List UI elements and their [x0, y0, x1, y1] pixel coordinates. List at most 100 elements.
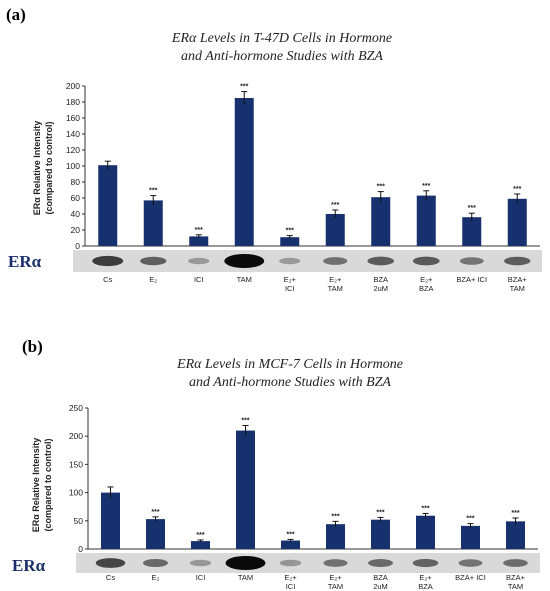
- panel-a-western-blot: [73, 250, 542, 272]
- category-label: BZA+ ICI: [455, 573, 486, 582]
- blot-band: [188, 257, 210, 265]
- blot-band: [92, 255, 124, 267]
- panel-b-chart: 0 50 100 150 200 250 Cs *** E₂ *** ICI *** TAM *** E₂+…: [69, 403, 538, 591]
- significance-marker: ***: [511, 510, 519, 517]
- blot-band: [367, 256, 395, 266]
- significance-marker: ***: [466, 516, 474, 523]
- category-label: E₂+: [419, 573, 432, 582]
- blot-band: [142, 558, 169, 568]
- category-label: E₂+: [284, 573, 297, 582]
- panel-a-title-line2: and Anti-hormone Studies with BZA: [181, 49, 383, 64]
- significance-marker: ***: [240, 84, 248, 91]
- bar-a-7: [416, 195, 436, 246]
- y-tick-label: 200: [66, 81, 80, 91]
- category-label: E₂+: [284, 275, 297, 284]
- bar-b-5: [326, 524, 345, 549]
- bar-a-9: [507, 198, 527, 246]
- y-tick-label: 140: [66, 129, 80, 139]
- y-tick-label: 250: [69, 403, 83, 413]
- category-label-line2: ICI: [286, 582, 296, 591]
- blot-band: [95, 558, 126, 568]
- bar-a-4: [280, 237, 300, 246]
- blot-band: [503, 559, 528, 567]
- panel-a-ylabel-line1: ERα Relative Intensity: [32, 121, 42, 216]
- panel-a-blot-label: ERα: [8, 252, 42, 271]
- y-tick-label: 150: [69, 459, 83, 469]
- y-tick-label: 40: [71, 209, 81, 219]
- bar-a-6: [371, 197, 391, 246]
- significance-marker: ***: [377, 184, 385, 191]
- bar-a-1: [143, 200, 163, 246]
- category-label: E₂+: [420, 275, 433, 284]
- category-label: E₂: [149, 275, 157, 284]
- category-label-line2: BZA: [418, 582, 433, 591]
- blot-band: [412, 558, 439, 568]
- category-label: BZA+ ICI: [456, 275, 487, 284]
- category-label-line2: 2uM: [373, 284, 388, 293]
- category-label: BZA: [373, 275, 388, 284]
- blot-band: [323, 257, 348, 265]
- panel-a-letter: (a): [6, 5, 26, 24]
- significance-marker: ***: [149, 188, 157, 195]
- blot-band: [412, 256, 440, 266]
- category-label: E₂+: [329, 573, 342, 582]
- y-tick-label: 0: [75, 241, 80, 251]
- panel-b-letter: (b): [22, 337, 43, 356]
- significance-marker: ***: [241, 417, 249, 424]
- category-label-line2: TAM: [328, 284, 343, 293]
- significance-marker: ***: [468, 205, 476, 212]
- category-label-line2: ICI: [285, 284, 295, 293]
- blot-band: [458, 559, 483, 567]
- category-label: E₂+: [329, 275, 342, 284]
- bar-b-8: [461, 525, 480, 549]
- significance-marker: ***: [286, 531, 294, 538]
- blot-band: [189, 559, 212, 567]
- category-label: ICI: [194, 275, 204, 284]
- bar-a-8: [462, 217, 482, 246]
- bar-b-7: [416, 515, 435, 549]
- category-label: Cs: [106, 573, 115, 582]
- significance-marker: ***: [195, 227, 203, 234]
- y-tick-label: 20: [71, 225, 81, 235]
- significance-marker: ***: [286, 228, 294, 235]
- panel-b-title-line2: and Anti-hormone Studies with BZA: [189, 375, 391, 390]
- bar-a-3: [234, 98, 254, 246]
- blot-band: [224, 254, 265, 268]
- significance-marker: ***: [421, 505, 429, 512]
- panel-b-ylabel-line1: ERα Relative Intensity: [31, 438, 41, 533]
- y-tick-label: 60: [71, 193, 81, 203]
- significance-marker: ***: [331, 202, 339, 209]
- y-tick-label: 100: [69, 488, 83, 498]
- significance-marker: ***: [376, 509, 384, 516]
- category-label: BZA+: [508, 275, 528, 284]
- blot-band: [459, 257, 484, 265]
- blot-band: [368, 559, 393, 567]
- category-label-line2: TAM: [510, 284, 525, 293]
- y-tick-label: 160: [66, 113, 80, 123]
- blot-band: [225, 556, 266, 570]
- blot-band: [279, 257, 301, 265]
- significance-marker: ***: [331, 513, 339, 520]
- bar-b-9: [506, 521, 525, 549]
- bar-b-3: [236, 430, 255, 549]
- category-label: BZA+: [506, 573, 526, 582]
- blot-band: [504, 256, 531, 266]
- category-label: TAM: [238, 573, 253, 582]
- bar-a-0: [98, 165, 118, 246]
- bar-a-2: [189, 236, 209, 246]
- significance-marker: ***: [196, 532, 204, 539]
- significance-marker: ***: [422, 183, 430, 190]
- bar-b-2: [191, 541, 210, 549]
- category-label-line2: 2uM: [373, 582, 388, 591]
- y-tick-label: 200: [69, 431, 83, 441]
- panel-a-chart: 0 20 40 60 80 100 120 140 160 180 200 Cs *** E₂ *** ICI…: [66, 81, 540, 293]
- bar-b-0: [101, 492, 120, 549]
- bar-b-1: [146, 519, 165, 549]
- bar-b-6: [371, 519, 390, 549]
- category-label-line2: BZA: [419, 284, 434, 293]
- y-tick-label: 180: [66, 97, 80, 107]
- significance-marker: ***: [513, 186, 521, 193]
- category-label-line2: TAM: [328, 582, 343, 591]
- significance-marker: ***: [151, 509, 159, 516]
